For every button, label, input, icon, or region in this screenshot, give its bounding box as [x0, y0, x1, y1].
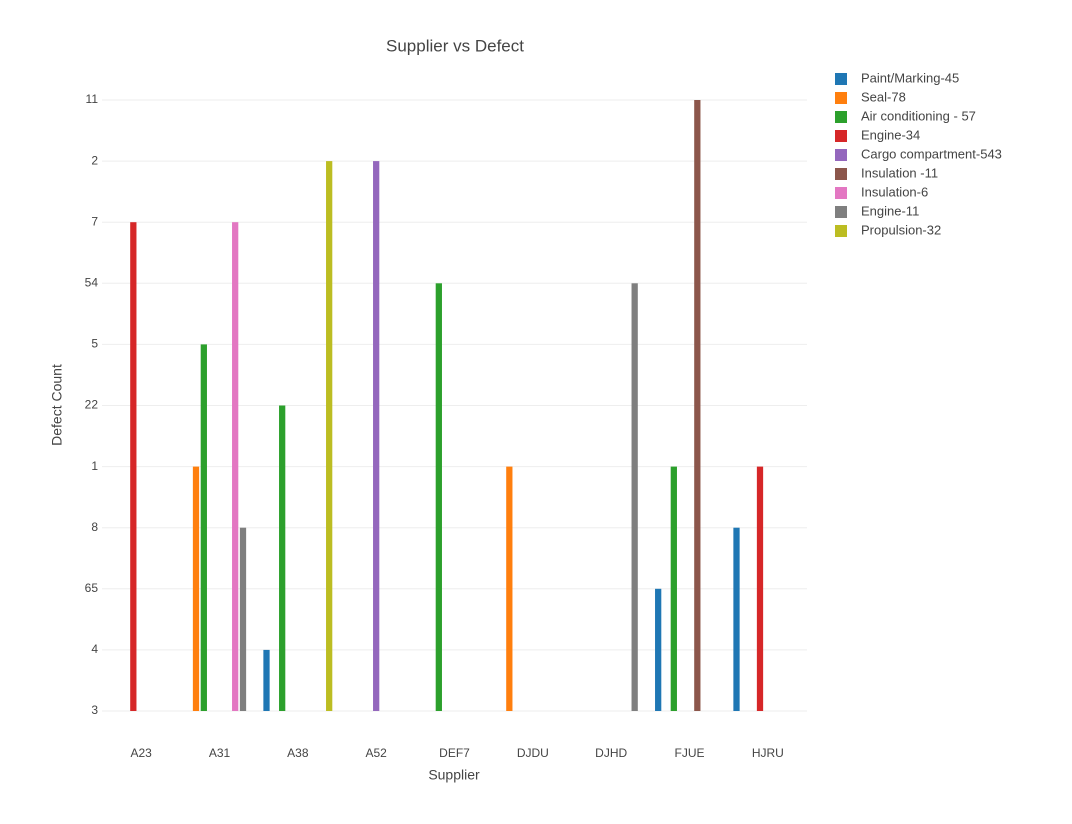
bar — [435, 283, 442, 711]
y-tick-label: 7 — [91, 214, 98, 228]
legend: Paint/Marking-45 Seal-78 Air conditioning … — [835, 70, 1002, 237]
x-axis-title: Supplier — [428, 767, 480, 783]
y-tick-label: 22 — [85, 398, 99, 412]
bar — [373, 161, 380, 712]
legend-label: Engine-11 — [861, 203, 919, 218]
legend-swatch — [835, 92, 847, 104]
bar — [670, 466, 677, 711]
legend-label: Seal-78 — [861, 89, 906, 104]
y-tick-label: 1 — [91, 459, 98, 473]
bar — [232, 222, 239, 711]
legend-swatch — [835, 187, 847, 199]
bar — [655, 588, 662, 711]
grid — [102, 99, 807, 712]
legend-label: Cargo compartment-543 — [861, 146, 1002, 161]
x-tick-label: A31 — [209, 746, 231, 760]
x-tick-label: DJDU — [517, 746, 549, 760]
bar — [130, 222, 137, 711]
legend-label: Insulation -11 — [861, 165, 938, 180]
legend-label: Paint/Marking-45 — [861, 70, 959, 85]
x-tick-label: A52 — [365, 746, 387, 760]
x-tick-label: A23 — [130, 746, 152, 760]
bar — [263, 649, 270, 711]
x-tick-label: DEF7 — [439, 746, 470, 760]
bar — [200, 344, 207, 711]
x-tick-label: FJUE — [675, 746, 705, 760]
legend-label: Insulation-6 — [861, 184, 928, 199]
bar — [631, 283, 638, 711]
legend-swatch — [835, 149, 847, 161]
legend-label: Air conditioning - 57 — [861, 108, 976, 123]
x-tick-label: HJRU — [752, 746, 784, 760]
legend-swatch — [835, 111, 847, 123]
x-tick-label: A38 — [287, 746, 309, 760]
bar — [733, 527, 740, 711]
y-tick-label: 65 — [85, 581, 99, 595]
chart-title: Supplier vs Defect — [386, 36, 524, 55]
y-tick-label: 54 — [85, 275, 99, 289]
bar — [506, 466, 513, 711]
y-tick-label: 2 — [91, 153, 98, 167]
bar — [326, 161, 333, 712]
bar — [756, 466, 764, 711]
legend-label: Engine-34 — [861, 127, 920, 142]
bar — [279, 405, 286, 711]
bar — [239, 527, 247, 711]
y-tick-label: 8 — [91, 520, 98, 534]
legend-swatch — [835, 225, 847, 237]
legend-swatch — [835, 73, 847, 85]
y-tick-label: 3 — [91, 703, 98, 717]
legend-swatch — [835, 130, 847, 142]
legend-swatch — [835, 168, 847, 180]
y-tick-label: 11 — [86, 92, 99, 106]
bar — [192, 466, 200, 711]
y-axis-title: Defect Count — [49, 364, 65, 446]
bar — [694, 100, 701, 711]
y-tick-label: 4 — [91, 642, 98, 656]
legend-label: Propulsion-32 — [861, 222, 941, 237]
legend-swatch — [835, 206, 847, 218]
y-tick-label: 5 — [91, 337, 98, 351]
x-tick-label: DJHD — [595, 746, 627, 760]
